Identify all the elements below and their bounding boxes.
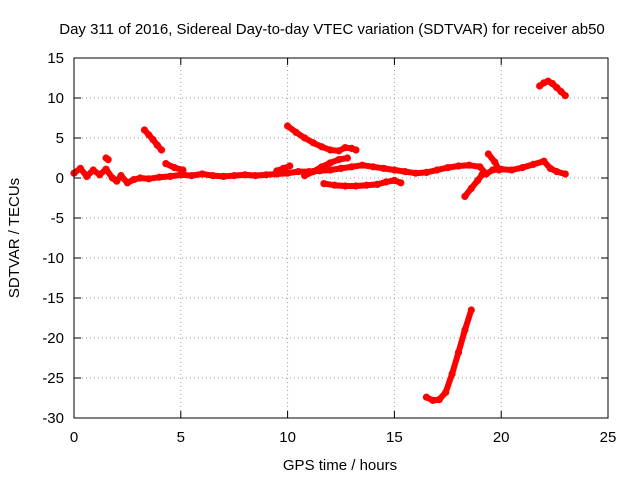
data-trace-segment <box>442 371 456 396</box>
data-trace-segment <box>461 307 475 333</box>
y-axis-label: SDTVAR / TECUs <box>6 178 23 298</box>
data-trace-segment <box>280 163 293 172</box>
y-tick-label: -25 <box>42 370 64 387</box>
x-tick-label: 10 <box>279 429 296 446</box>
axis-ticks <box>73 57 609 419</box>
data-trace-segment <box>391 177 404 186</box>
grid-lines <box>74 58 608 418</box>
x-tick-label: 15 <box>386 429 403 446</box>
data-trace-segment <box>154 142 165 153</box>
y-tick-label: -10 <box>42 250 64 267</box>
x-tick-label: 20 <box>493 429 510 446</box>
y-tick-label: -5 <box>51 210 64 227</box>
data-trace-segment <box>171 164 186 173</box>
data-trace-segment <box>553 168 569 177</box>
data-marks <box>70 77 569 404</box>
y-tick-label: 10 <box>47 90 64 107</box>
tick-labels: 0 5 10 15 20 25 -30 -25 -20 -15 -10 -5 0 5 10 15 <box>42 50 616 446</box>
y-tick-label: -20 <box>42 330 64 347</box>
data-trace-segment <box>455 327 468 356</box>
x-tick-label: 25 <box>600 429 617 446</box>
data-trace-segment <box>474 171 485 184</box>
data-trace-segment <box>491 159 503 173</box>
chart-title: Day 311 of 2016, Sidereal Day-to-day VTE… <box>59 21 605 38</box>
data-trace-segment <box>558 88 569 99</box>
data-trace-segment <box>348 145 359 153</box>
y-tick-label: -30 <box>42 410 64 427</box>
y-tick-label: 5 <box>56 130 64 147</box>
y-tick-label: -15 <box>42 290 64 307</box>
data-trace-segment <box>335 155 351 163</box>
plot-frame <box>73 57 609 419</box>
data-trace-segment <box>103 155 112 163</box>
x-tick-label: 0 <box>70 429 78 446</box>
x-axis-label: GPS time / hours <box>283 457 397 474</box>
y-tick-label: 15 <box>47 50 64 67</box>
x-tick-label: 5 <box>177 429 185 446</box>
data-trace-segment <box>449 349 462 377</box>
y-tick-label: 0 <box>56 170 64 187</box>
